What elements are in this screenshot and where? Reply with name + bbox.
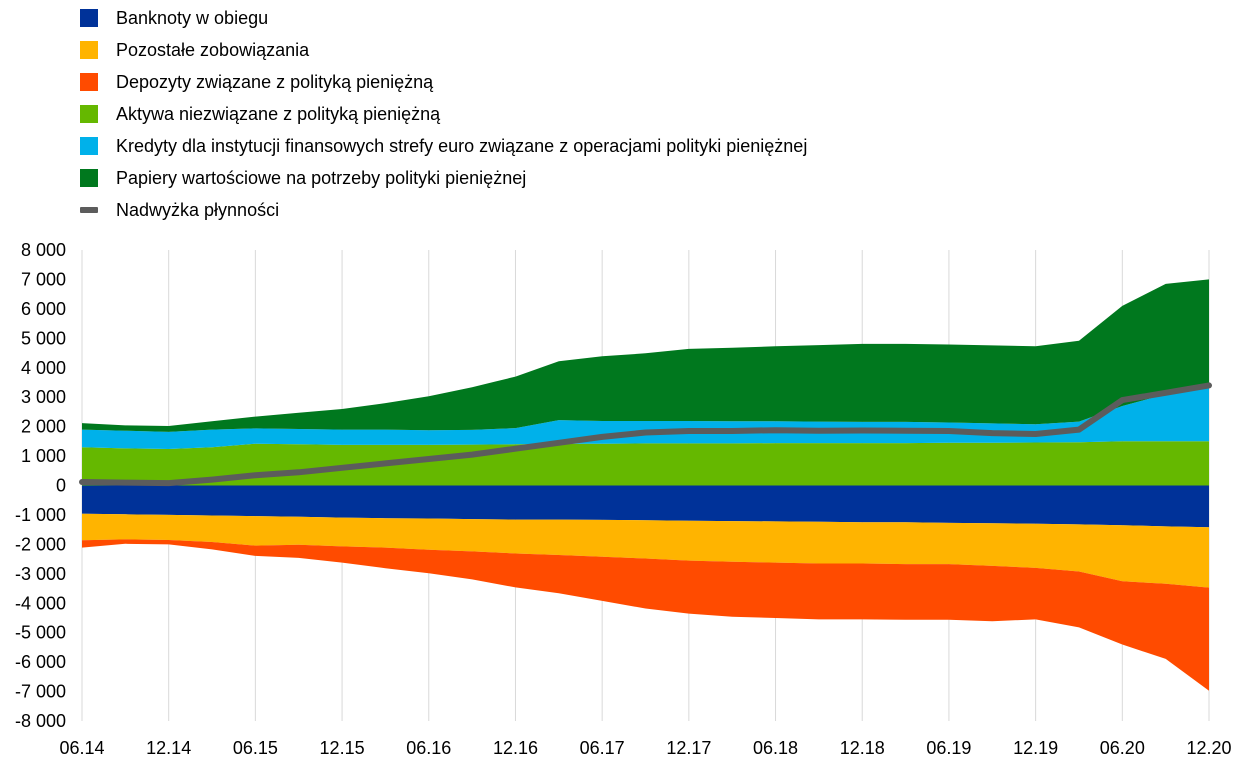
legend-swatch-0 bbox=[80, 9, 98, 27]
y-tick-label-8: 0 bbox=[56, 476, 66, 496]
legend-item-5: Papiery wartościowe na potrzeby polityki… bbox=[80, 162, 807, 194]
legend-swatch-4 bbox=[80, 137, 98, 155]
y-tick-label-7: 1 000 bbox=[21, 446, 66, 466]
legend-swatch-3 bbox=[80, 105, 98, 123]
x-tick-label-8: 06.18 bbox=[753, 738, 798, 758]
area-series-0 bbox=[82, 485, 1209, 528]
x-tick-label-10: 06.19 bbox=[926, 738, 971, 758]
x-tick-label-4: 06.16 bbox=[406, 738, 451, 758]
area-series-3 bbox=[82, 441, 1209, 486]
y-tick-label-11: -3 000 bbox=[15, 564, 66, 584]
area-series-5 bbox=[82, 279, 1209, 432]
area-series-1 bbox=[82, 513, 1209, 588]
legend-item-6: Nadwyżka płynności bbox=[80, 194, 807, 226]
x-tick-label-1: 12.14 bbox=[146, 738, 191, 758]
legend-label-5: Papiery wartościowe na potrzeby polityki… bbox=[116, 167, 527, 188]
y-tick-label-16: -8 000 bbox=[15, 711, 66, 731]
y-axis: 8 000 7 000 6 000 5 000 4 000 3 000 2 000 1 000… bbox=[15, 240, 66, 731]
y-tick-label-2: 6 000 bbox=[21, 299, 66, 319]
legend-label-2: Depozyty związane z polityką pieniężną bbox=[116, 71, 434, 92]
x-tick-label-5: 12.16 bbox=[493, 738, 538, 758]
x-tick-label-2: 06.15 bbox=[233, 738, 278, 758]
x-tick-label-12: 06.20 bbox=[1100, 738, 1145, 758]
legend-swatch-5 bbox=[80, 169, 98, 187]
x-tick-label-11: 12.19 bbox=[1013, 738, 1058, 758]
x-tick-label-9: 12.18 bbox=[840, 738, 885, 758]
lines bbox=[79, 382, 1212, 487]
legend: Banknoty w obiegu Pozostałe zobowiązania D… bbox=[80, 2, 807, 226]
y-tick-label-13: -5 000 bbox=[15, 623, 66, 643]
y-tick-label-10: -2 000 bbox=[15, 534, 66, 554]
x-tick-label-13: 12.20 bbox=[1186, 738, 1231, 758]
y-tick-label-5: 3 000 bbox=[21, 387, 66, 407]
x-tick-label-0: 06.14 bbox=[59, 738, 104, 758]
legend-item-4: Kredyty dla instytucji finansowych stref… bbox=[80, 130, 807, 162]
line-series-6 bbox=[79, 382, 1212, 487]
x-axis: 06.14 12.14 06.15 12.15 06.16 12.16 06.17 12.17… bbox=[59, 738, 1231, 758]
y-tick-label-12: -4 000 bbox=[15, 593, 66, 613]
area-series-2 bbox=[82, 539, 1209, 691]
legend-swatch-2 bbox=[80, 73, 98, 91]
legend-item-2: Depozyty związane z polityką pieniężną bbox=[80, 66, 807, 98]
y-tick-label-6: 2 000 bbox=[21, 417, 66, 437]
legend-label-6: Nadwyżka płynności bbox=[116, 199, 280, 220]
x-tick-label-6: 06.17 bbox=[580, 738, 625, 758]
legend-label-1: Pozostałe zobowiązania bbox=[116, 39, 310, 60]
y-tick-label-15: -7 000 bbox=[15, 682, 66, 702]
legend-swatch-6 bbox=[80, 207, 98, 213]
y-tick-label-4: 4 000 bbox=[21, 358, 66, 378]
legend-item-1: Pozostałe zobowiązania bbox=[80, 34, 807, 66]
legend-swatch-1 bbox=[80, 41, 98, 59]
y-tick-label-3: 5 000 bbox=[21, 328, 66, 348]
y-tick-label-0: 8 000 bbox=[21, 240, 66, 260]
legend-item-0: Banknoty w obiegu bbox=[80, 2, 807, 34]
x-tick-label-3: 12.15 bbox=[320, 738, 365, 758]
y-tick-label-14: -6 000 bbox=[15, 652, 66, 672]
legend-label-0: Banknoty w obiegu bbox=[116, 7, 269, 28]
legend-item-3: Aktywa niezwiązane z polityką pieniężną bbox=[80, 98, 807, 130]
x-tick-label-7: 12.17 bbox=[666, 738, 711, 758]
y-tick-label-9: -1 000 bbox=[15, 505, 66, 525]
y-tick-label-1: 7 000 bbox=[21, 269, 66, 289]
legend-label-3: Aktywa niezwiązane z polityką pieniężną bbox=[116, 103, 441, 124]
legend-label-4: Kredyty dla instytucji finansowych stref… bbox=[116, 135, 808, 156]
areas bbox=[82, 279, 1209, 691]
